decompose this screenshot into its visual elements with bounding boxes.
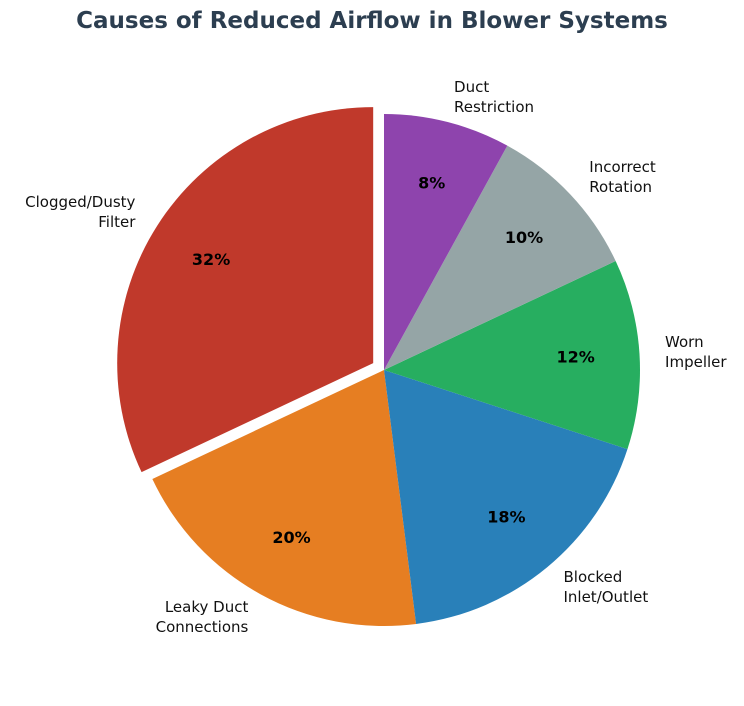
value-label: 8% xyxy=(418,174,445,193)
chart-title: Causes of Reduced Airflow in Blower Syst… xyxy=(76,8,668,34)
slice-label: Leaky Duct Connections xyxy=(155,597,249,636)
slice-label: Worn Impeller xyxy=(665,333,727,372)
value-label: 32% xyxy=(192,250,230,269)
slice-label: Duct Restriction xyxy=(454,78,535,117)
pie-slice xyxy=(384,261,640,450)
pie-slice xyxy=(152,370,417,627)
pie-slice xyxy=(117,107,374,473)
pie-slice xyxy=(384,145,616,370)
slice-label: Incorrect Rotation xyxy=(589,158,656,197)
pie-slice xyxy=(384,370,628,624)
pie-slice xyxy=(384,114,508,370)
value-label: 20% xyxy=(272,528,310,547)
slice-label: Blocked Inlet/Outlet xyxy=(563,567,649,606)
value-label: 12% xyxy=(556,347,594,366)
value-label: 18% xyxy=(487,507,525,526)
slice-label: Clogged/Dusty Filter xyxy=(25,193,136,232)
value-label: 10% xyxy=(505,228,543,247)
